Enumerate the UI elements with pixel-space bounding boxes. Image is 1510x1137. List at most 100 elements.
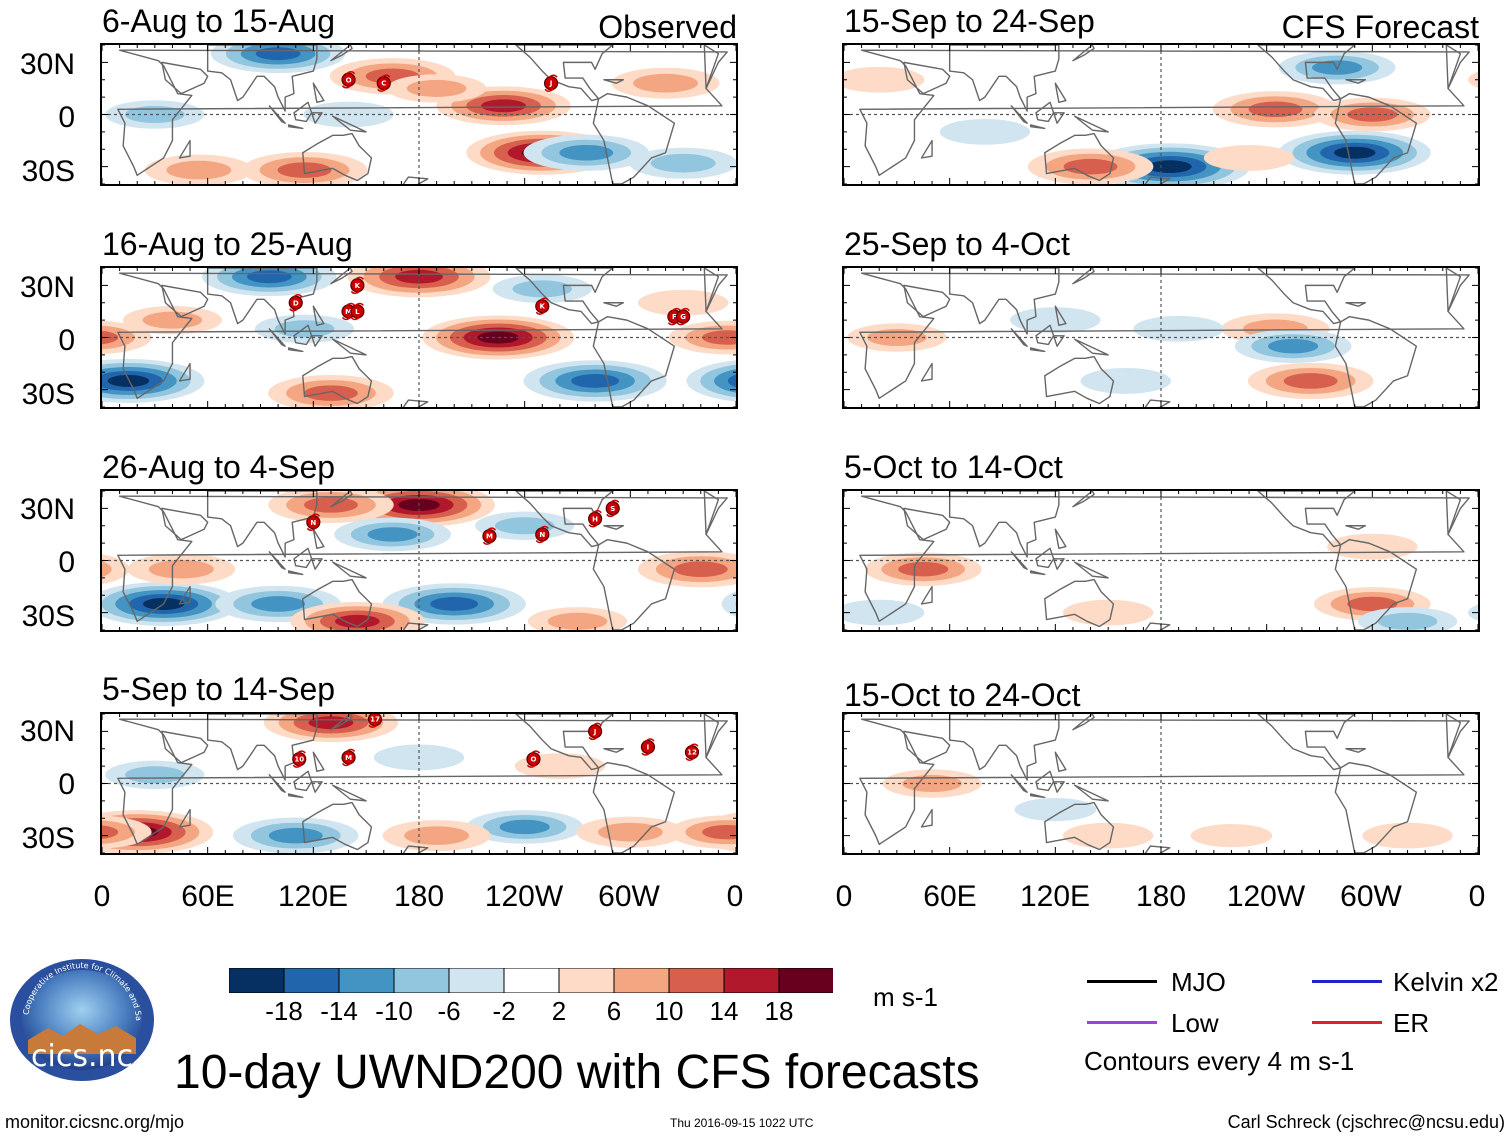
storm-label: 12: [687, 749, 697, 757]
lat-label-30n: 30N: [19, 493, 75, 526]
wind-anomaly-6: [1278, 50, 1396, 85]
axis-ticks: [102, 714, 736, 853]
storm-label: H: [592, 515, 598, 523]
storm-marker: I: [640, 738, 656, 756]
lat-label-eq: 0: [58, 546, 75, 579]
wind-anomaly-7: [1010, 307, 1101, 334]
wind-anomaly-4: [466, 810, 584, 844]
colorbar-label: 2: [551, 996, 567, 1026]
panel-title-2: 16-Aug to 25-Aug: [102, 226, 353, 262]
lon-label-60e: 60E: [923, 880, 977, 913]
lon-label-120w: 120W: [484, 880, 564, 913]
lon-label-0-end: 0: [726, 880, 744, 913]
map-panel-5: [842, 43, 1480, 186]
panel-title-8: 15-Oct to 24-Oct: [844, 677, 1081, 713]
storm-label: M: [345, 308, 352, 316]
legend-mjo-label: MJO: [1171, 967, 1226, 997]
colorbar-swatch: [668, 967, 725, 994]
storm-label: S: [610, 505, 615, 513]
wind-anomaly-6: [290, 601, 425, 630]
footer-url: monitor.cicsnc.org/mjo: [5, 1112, 185, 1132]
lat-label-30n: 30N: [19, 48, 75, 81]
panel-title-4: 5-Sep to 14-Sep: [102, 671, 336, 707]
wind-anomaly-8: [105, 760, 205, 790]
lon-label-180: 180: [1135, 880, 1187, 913]
colorbar-swatch: [228, 967, 285, 994]
lon-label-120e: 120E: [277, 880, 349, 913]
panel-title-6: 25-Sep to 4-Oct: [844, 226, 1070, 262]
lon-label-0-end: 0: [1468, 880, 1486, 913]
colorbar-label: -14: [320, 996, 358, 1026]
storm-marker: K: [350, 276, 365, 295]
storm-marker: M: [341, 748, 356, 767]
storm-marker: S: [605, 499, 620, 518]
storm-label: M: [486, 533, 493, 541]
axis-ticks: [102, 45, 736, 184]
wind-anomaly-5: [1062, 599, 1154, 626]
colorbar-swatch: [338, 967, 395, 994]
observed-label: Observed: [598, 9, 737, 45]
map-panel-3: N M N H S: [100, 489, 738, 632]
storm-marker: C: [376, 74, 391, 92]
storm-label: L: [355, 308, 360, 316]
coastlines: [859, 268, 1470, 407]
storm-label: D: [293, 299, 299, 307]
storm-marker: H: [588, 510, 603, 528]
map-panel-8: [842, 712, 1480, 855]
legend-er-label: ER: [1393, 1008, 1430, 1038]
colorbar-label: -6: [437, 996, 461, 1026]
wind-anomaly-1: [1247, 362, 1374, 400]
panel-title-7: 5-Oct to 14-Oct: [844, 449, 1063, 485]
wind-anomaly-1: [882, 769, 982, 798]
legend-kelvin-line: [1312, 980, 1382, 983]
wind-anomaly-9: [1203, 145, 1295, 171]
storm-label: G: [680, 313, 686, 321]
cics-logo: Cooperative Institute for Climate and Sa…: [6, 951, 156, 1082]
panel-title-1: 6-Aug to 15-Aug: [102, 3, 336, 39]
storm-label: F: [672, 313, 677, 321]
wind-anomaly-3: [232, 817, 359, 853]
wind-anomaly-4: [1212, 91, 1339, 128]
coastlines: [859, 45, 1470, 184]
wind-anomaly-11: [492, 274, 592, 304]
wind-anomaly-10: [475, 511, 575, 540]
wind-anomaly-5: [1190, 824, 1273, 848]
axis-ticks: [844, 714, 1478, 853]
lat-label-30n: 30N: [19, 715, 75, 748]
colorbar-swatch: [723, 967, 780, 994]
storm-label: 10: [294, 756, 304, 764]
wind-anomaly-11: [387, 74, 487, 103]
lat-label-30s: 30S: [21, 600, 75, 633]
colorbar-label: 18: [764, 996, 794, 1026]
storm-marker: N: [535, 525, 550, 544]
colorbar-swatch: [448, 967, 505, 994]
storm-marker: 17: [367, 714, 383, 728]
colorbar-label: 6: [606, 996, 622, 1026]
legend-kelvin-label: Kelvin x2: [1393, 967, 1499, 997]
storm-marker: K: [535, 297, 550, 315]
wind-anomaly-6: [1080, 368, 1171, 394]
wind-anomaly-7: [523, 134, 650, 171]
colorbar-swatch: [393, 967, 450, 994]
storm-label: M: [345, 754, 352, 762]
wind-anomaly-3: [1234, 329, 1352, 363]
storm-label: O: [346, 76, 352, 84]
lon-label-60w: 60W: [598, 880, 660, 913]
coastlines: [859, 714, 1470, 853]
wind-anomaly-4: [847, 323, 947, 352]
coastlines: [859, 491, 1470, 630]
storm-label: K: [355, 282, 361, 290]
panel-title-5: 15-Sep to 24-Sep: [844, 3, 1095, 39]
logo-text: cics.nc: [31, 1039, 133, 1074]
colorbar-swatch: [613, 967, 670, 994]
lat-label-eq: 0: [58, 768, 75, 801]
storm-label: J: [593, 728, 597, 736]
lon-label-60e: 60E: [181, 880, 235, 913]
storm-marker: O: [341, 71, 356, 89]
colorbar-label: 10: [654, 996, 684, 1026]
lat-label-eq: 0: [58, 324, 75, 357]
storm-marker: G: [676, 307, 691, 326]
legend-mjo-line: [1087, 980, 1157, 983]
legend-low-label: Low: [1171, 1008, 1219, 1038]
